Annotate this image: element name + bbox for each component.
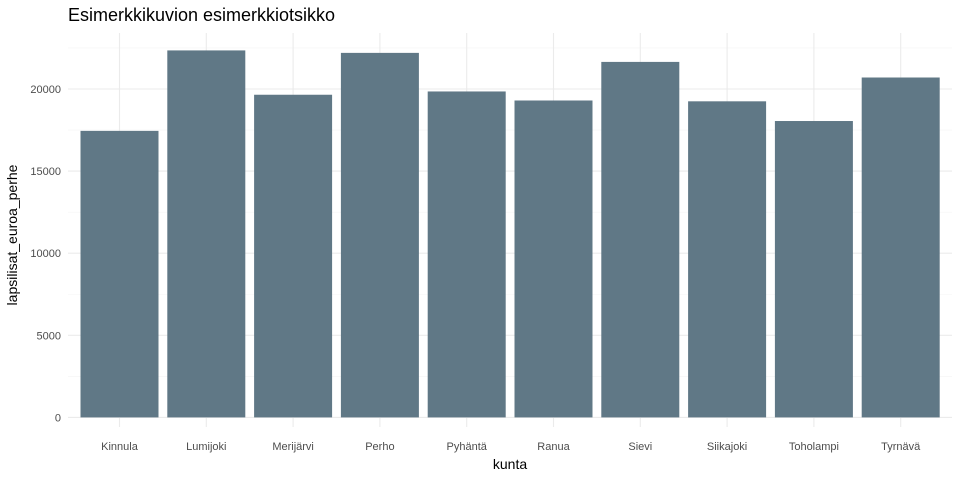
bar — [601, 61, 680, 418]
bar — [427, 91, 506, 418]
x-tick-label: Siikajoki — [707, 441, 747, 453]
x-tick-label: Tyrnävä — [881, 441, 921, 453]
x-tick-label: Merijärvi — [272, 441, 314, 453]
bar — [514, 100, 593, 418]
x-tick-label: Perho — [365, 441, 394, 453]
y-tick-label: 15000 — [30, 166, 61, 178]
x-tick-label: Pyhäntä — [447, 441, 488, 453]
y-tick-label: 10000 — [30, 248, 61, 260]
bars — [80, 50, 940, 418]
bar — [254, 94, 333, 418]
x-tick-label: Kinnula — [101, 441, 139, 453]
x-tick-label: Sievi — [628, 441, 652, 453]
x-axis-ticks: Kinnula Lumijoki Merijärvi Perho Pyhäntä Ranu… — [101, 441, 921, 453]
y-axis-title: lapsilisat_euroa_perhe — [4, 164, 20, 305]
bar — [774, 121, 853, 418]
y-tick-label: 0 — [55, 412, 61, 424]
bar — [167, 50, 246, 418]
x-tick-label: Lumijoki — [186, 441, 226, 453]
bar — [80, 130, 159, 418]
y-tick-label: 5000 — [37, 330, 61, 342]
bar — [340, 52, 419, 418]
y-axis-ticks: 0 5000 10000 15000 20000 — [30, 84, 61, 424]
bar — [861, 77, 940, 418]
y-tick-label: 20000 — [30, 84, 61, 96]
x-tick-label: Ranua — [537, 441, 570, 453]
x-tick-label: Toholampi — [789, 441, 839, 453]
chart-title: Esimerkkikuvion esimerkkiotsikko — [68, 5, 335, 25]
bar — [688, 101, 767, 418]
x-axis-title: kunta — [493, 456, 527, 472]
